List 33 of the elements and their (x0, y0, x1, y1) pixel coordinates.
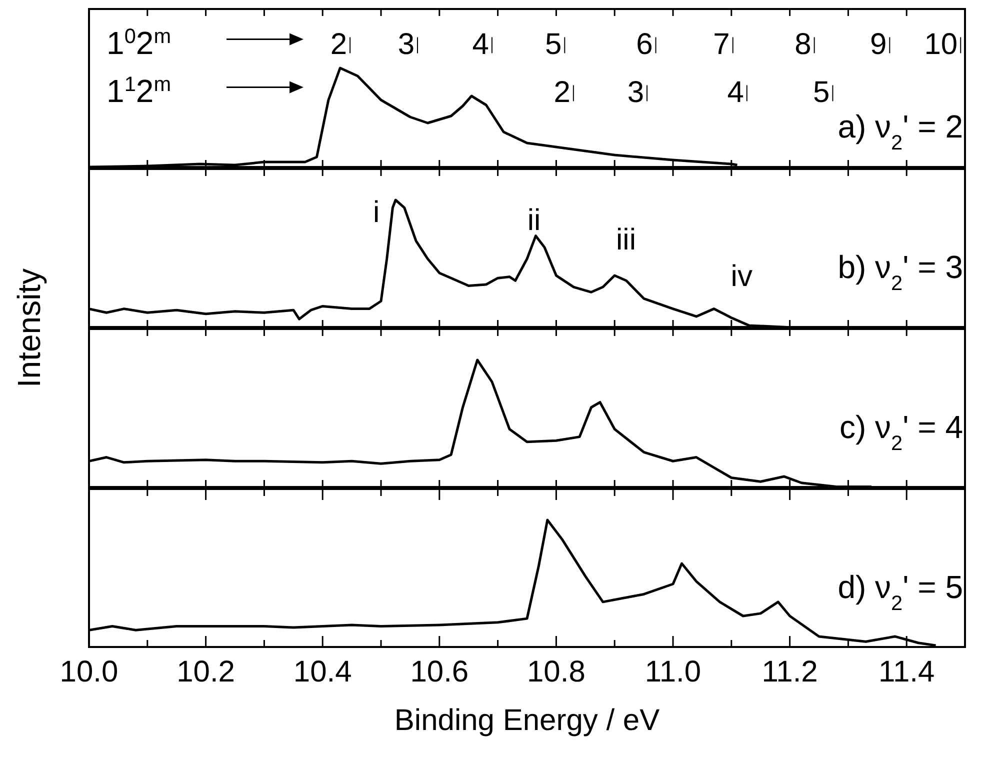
text: 4 (472, 28, 489, 62)
x-tick-label: 10.4 (293, 655, 352, 688)
x-tick-label: 10.8 (527, 655, 586, 688)
text: 3 (398, 28, 414, 62)
annotation: 4 (727, 76, 744, 110)
annotation: 5 (813, 76, 830, 110)
annotation: b) ν$_{2}$' = 3 (838, 249, 963, 295)
x-tick-label: 11.4 (878, 655, 935, 688)
text: 10 (924, 28, 958, 62)
annotation: ii (527, 204, 541, 238)
x-tick-label: 11.0 (644, 655, 702, 688)
annotation: d) ν$_{2}$' = 5 (838, 569, 963, 615)
annotation: c) ν$_{2}$' = 4 (840, 409, 963, 455)
annotation: iii (616, 223, 636, 256)
text: 2 (330, 28, 348, 62)
x-tick-label: 10.6 (410, 655, 469, 688)
x-axis-title: Binding Energy / eV (394, 704, 660, 737)
text: 1$^{0}$2$^{m}$ (106, 24, 172, 62)
annotation: iv (730, 260, 752, 294)
text: 6 (636, 28, 653, 62)
x-tick-label: 11.2 (762, 655, 818, 688)
x-tick-label: 10.2 (176, 655, 235, 688)
annotation: a) ν$_{2}$' = 2 (838, 108, 963, 154)
text: 7 (713, 28, 730, 62)
text: 5 (544, 28, 562, 62)
annotation: i (372, 196, 380, 230)
annotation: 3 (627, 76, 644, 110)
annotation: 2 (554, 76, 570, 110)
text: 9 (870, 28, 887, 62)
y-axis-title: Intensity (11, 268, 47, 388)
annotation: 1$^{1}$2$^{m}$ (106, 72, 172, 110)
text: 8 (794, 28, 812, 62)
x-tick-label: 10.0 (60, 655, 118, 688)
